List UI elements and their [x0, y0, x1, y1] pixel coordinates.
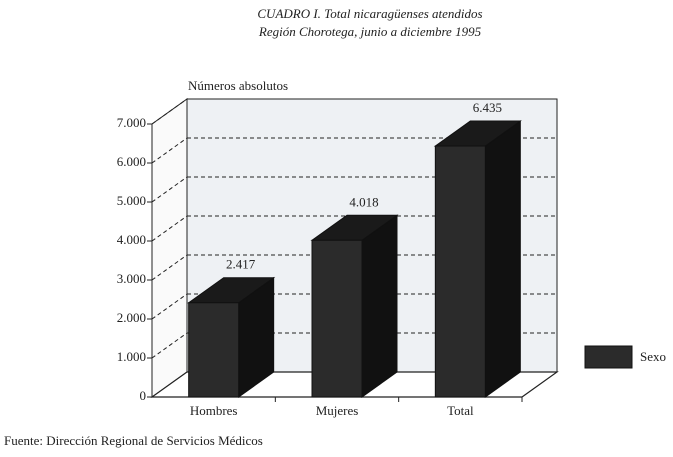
legend-label: Sexo	[640, 349, 666, 364]
y-axis-label: Números absolutos	[188, 78, 288, 93]
value-label: 2.417	[226, 257, 256, 272]
source-note: Fuente: Dirección Regional de Servicios …	[4, 433, 263, 448]
x-tick-label: Hombres	[190, 403, 238, 418]
bar	[434, 145, 486, 398]
y-tick-label: 6.000	[117, 154, 146, 169]
grid-line	[151, 137, 188, 164]
bar-side	[361, 214, 398, 398]
bar-side	[484, 120, 521, 398]
chart-subtitle: Región Chorotega, junio a diciembre 1995	[258, 24, 482, 39]
grid-line	[151, 98, 188, 125]
y-tick-label: 1.000	[117, 349, 146, 364]
y-tick-label: 5.000	[117, 193, 146, 208]
value-label: 4.018	[349, 194, 378, 209]
y-tick-label: 2.000	[117, 310, 146, 325]
side-wall	[151, 98, 188, 398]
y-tick-label: 0	[140, 388, 147, 403]
grid-line	[151, 293, 188, 320]
legend-swatch	[584, 345, 633, 369]
bar	[188, 302, 240, 398]
bar	[311, 239, 363, 398]
value-label: 6.435	[473, 100, 502, 115]
y-tick-label: 7.000	[117, 115, 146, 130]
x-tick-label: Mujeres	[316, 403, 359, 418]
chart-title: CUADRO I. Total nicaragüenses atendidos	[257, 6, 482, 21]
x-tick-label: Total	[447, 403, 474, 418]
grid-line	[151, 254, 188, 281]
grid-line	[151, 332, 188, 359]
y-tick-label: 4.000	[117, 232, 146, 247]
grid-line	[151, 176, 188, 203]
grid-line	[151, 215, 188, 242]
y-tick-label: 3.000	[117, 271, 146, 286]
